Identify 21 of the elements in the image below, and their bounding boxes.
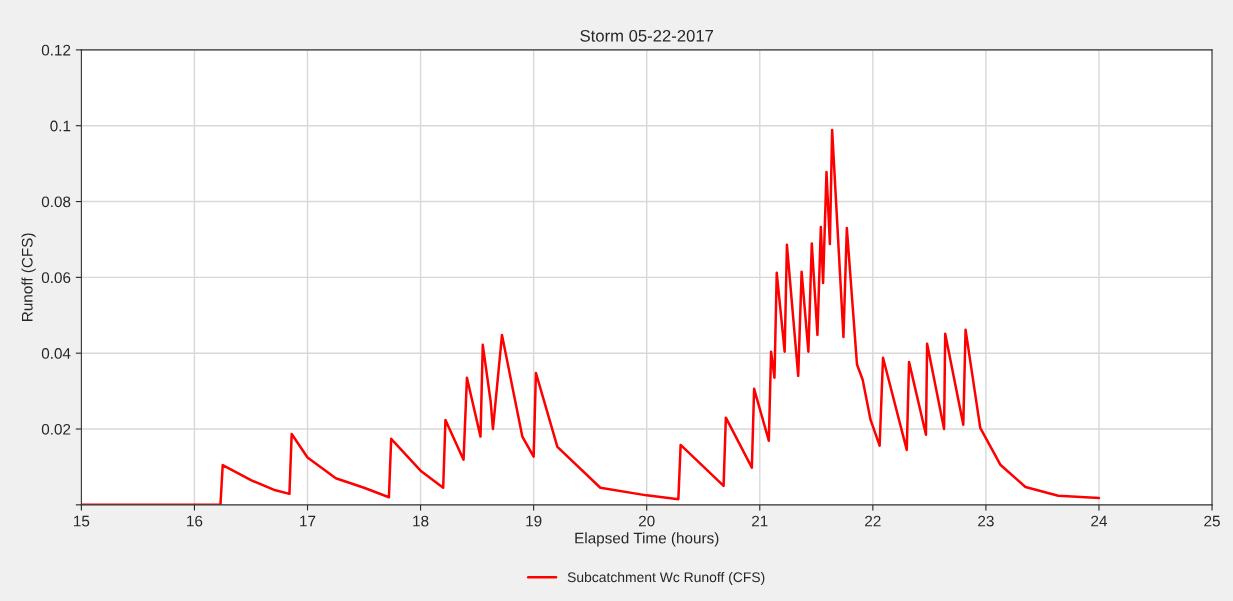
x-axis-title: Elapsed Time (hours) [575,532,719,547]
chart-title: Storm 05-22-2017 [580,29,714,42]
y-tick-label: 0.1 [50,120,71,132]
y-tick-label: 0.06 [41,272,71,284]
x-tick-label: 22 [865,515,881,527]
x-tick-label: 16 [187,515,203,527]
x-tick-label: 15 [74,515,90,527]
x-tick-label: 18 [413,515,429,527]
y-tick-label: 0.08 [41,196,71,208]
x-tick-label: 25 [1204,515,1220,527]
x-tick-label: 23 [978,515,994,527]
legend-label: Subcatchment Wc Runoff (CFS) [567,571,765,585]
y-axis-title: Runoff (CFS) [21,233,36,321]
x-tick-label: 17 [300,515,316,527]
y-tick-label: 0.02 [41,423,71,435]
y-tick-label: 0.12 [41,44,71,56]
x-tick-label: 21 [752,515,768,527]
x-tick-label: 20 [638,515,655,527]
y-tick-label: 0.04 [41,348,71,359]
x-tick-label: 19 [526,515,542,527]
x-tick-label: 24 [1091,515,1108,527]
